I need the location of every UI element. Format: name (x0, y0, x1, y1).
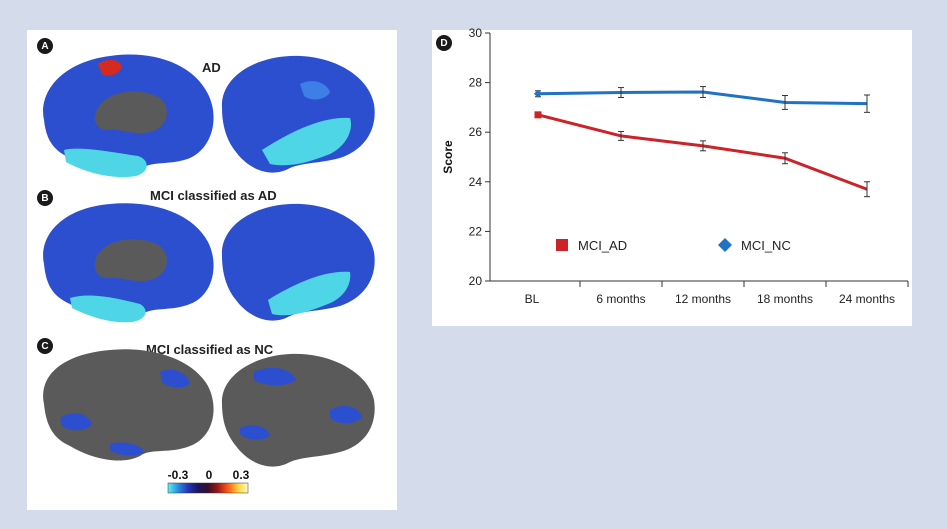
brain-c-lateral-patch-3 (240, 425, 270, 440)
panel-b-title: MCI classified as AD (150, 188, 277, 203)
brain-c-medial-patch-3 (110, 442, 144, 456)
colorbar-tick-label-min: -0.3 (168, 468, 189, 482)
x-tick-label: 12 months (675, 292, 731, 306)
colorbar: -0.3 0 0.3 (167, 468, 250, 494)
panel-a-title: AD (202, 60, 221, 75)
y-tick-label: 24 (469, 175, 483, 189)
brain-a-lateral-patch (300, 81, 330, 100)
panel-c-title: MCI classified as NC (146, 342, 274, 357)
series-MCI_AD (534, 111, 870, 198)
x-tick-label: BL (525, 292, 540, 306)
y-tick-label: 22 (469, 224, 483, 238)
brain-a-medial-core (94, 91, 167, 134)
brain-b-medial (43, 203, 214, 323)
brain-b-lateral-temporal (268, 271, 351, 316)
brain-a-medial-hotspot (98, 59, 122, 76)
colorbar-strip (167, 482, 249, 494)
x-tick-label: 18 months (757, 292, 813, 306)
brain-c-lateral-patch-2 (330, 405, 362, 424)
brain-c-medial-patch-2 (160, 369, 190, 388)
colorbar-tick-label-mid: 0 (206, 468, 213, 482)
brain-c-medial (43, 349, 214, 461)
chart-legend: MCI_AD MCI_NC (556, 238, 791, 253)
brain-c-lateral (221, 353, 375, 467)
series-line (537, 113, 868, 191)
brain-a-lateral (221, 55, 375, 173)
brain-a-medial-temporal (64, 148, 147, 178)
legend-label: MCI_AD (578, 238, 627, 253)
chart-panel (432, 30, 912, 326)
legend-marker-square (556, 239, 568, 251)
y-tick-label: 28 (469, 76, 483, 90)
panel-c-badge: C (37, 338, 53, 354)
panel-b-badge: B (37, 190, 53, 206)
data-point-diamond (534, 89, 542, 98)
x-tick-label: 24 months (839, 292, 895, 306)
brain-b-medial-core (94, 239, 167, 282)
brain-a-lateral-temporal (262, 117, 352, 166)
y-tick-label: 26 (469, 125, 483, 139)
brain-b-medial-temporal (70, 295, 146, 323)
brain-a-medial (43, 54, 214, 178)
series-MCI_NC (534, 86, 870, 113)
chart-axes: 20 22 24 26 28 30 Score BL 6 months 12 months 18 m… (441, 26, 909, 306)
y-axis-title: Score (441, 140, 455, 174)
data-point-square (534, 111, 542, 119)
chart-series (534, 86, 870, 198)
legend-marker-diamond (718, 238, 732, 252)
legend-label: MCI_NC (741, 238, 791, 253)
panel-a-badge: A (37, 38, 53, 54)
y-tick-label: 20 (469, 274, 483, 288)
colorbar-tick-label-max: 0.3 (233, 468, 250, 482)
brain-c-medial-patch-1 (60, 413, 92, 431)
y-tick-label: 30 (469, 26, 483, 40)
x-tick-label: 6 months (596, 292, 645, 306)
brain-c-lateral-patch-1 (254, 367, 296, 386)
panel-d-badge: D (436, 35, 452, 51)
brain-b-lateral (221, 203, 375, 321)
